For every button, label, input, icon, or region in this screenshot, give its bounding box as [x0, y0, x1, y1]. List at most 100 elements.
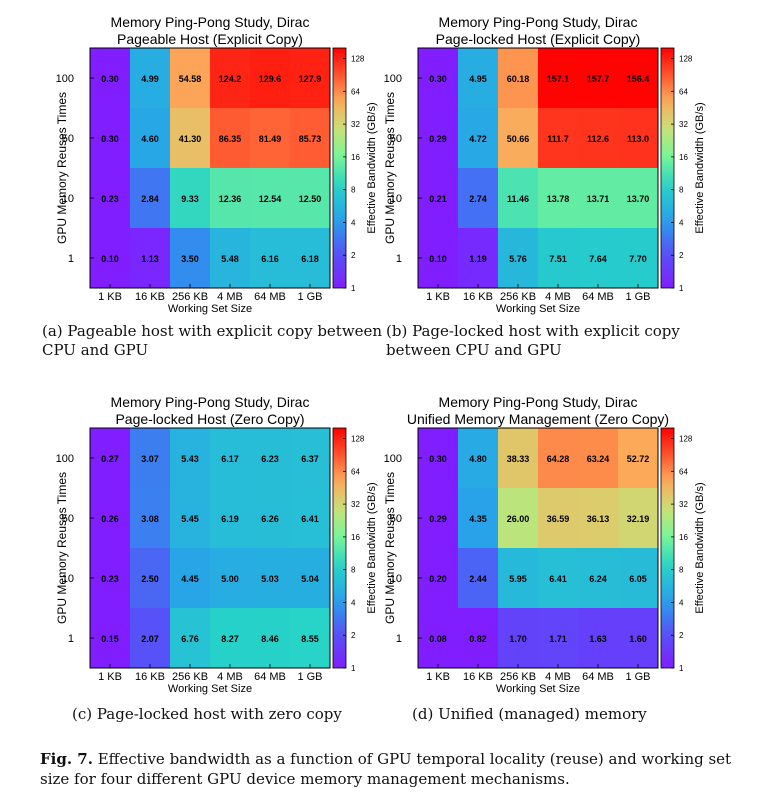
x-tick-label: 1 GB: [625, 291, 650, 303]
x-tick-label: 16 KB: [135, 671, 165, 683]
chart-title: Memory Ping-Pong Study, Dirac: [439, 14, 638, 30]
heatmap-cell: [90, 108, 131, 169]
colorbar-tick-label: 2: [679, 251, 684, 260]
cell-value-label: 38.33: [507, 454, 530, 464]
cell-value-label: 4.99: [141, 74, 159, 84]
cell-value-label: 129.6: [259, 74, 282, 84]
subcaption-d: (d) Unified (managed) memory: [412, 705, 647, 723]
heatmap-cell: [538, 228, 579, 289]
y-tick-label: 10: [62, 193, 74, 205]
colorbar-tick-label: 1: [679, 664, 684, 673]
heatmap-cell: [130, 608, 171, 669]
cell-value-label: 6.17: [221, 454, 239, 464]
heatmap-cell: [90, 608, 131, 669]
heatmap-cell: [418, 488, 459, 549]
cell-value-label: 0.26: [101, 514, 119, 524]
cell-value-label: 4.72: [469, 134, 487, 144]
colorbar-tick-label: 128: [351, 55, 365, 64]
cell-value-label: 36.13: [587, 514, 610, 524]
heatmap-cell: [618, 608, 659, 669]
cell-value-label: 112.6: [587, 134, 609, 144]
cell-value-label: 5.48: [221, 254, 239, 264]
figure-caption: Fig. 7. Effective bandwidth as a functio…: [40, 749, 740, 789]
heatmap-cell: [90, 488, 131, 549]
heatmap-cell: [290, 108, 331, 169]
heatmap-cell: [130, 108, 171, 169]
x-tick-label: 64 MB: [254, 671, 286, 683]
colorbar-tick-label: 32: [351, 120, 360, 129]
subcaption-c: (c) Page-locked host with zero copy: [72, 705, 342, 723]
x-tick-label: 1 GB: [625, 671, 650, 683]
heatmap-cell: [578, 108, 619, 169]
heatmap-cell: [618, 228, 659, 289]
cell-value-label: 8.27: [221, 634, 239, 644]
heatmap-cell: [210, 428, 251, 489]
cell-value-label: 6.24: [589, 574, 607, 584]
heatmap-cell: [458, 48, 499, 109]
cell-value-label: 54.58: [179, 74, 202, 84]
x-tick-label: 64 MB: [582, 671, 614, 683]
colorbar-tick-label: 16: [351, 533, 360, 542]
y-tick-label: 100: [56, 453, 74, 465]
figure-caption-text: Effective bandwidth as a function of GPU…: [40, 750, 732, 788]
cell-value-label: 0.23: [101, 574, 119, 584]
y-tick-label: 10: [62, 573, 74, 585]
cell-value-label: 12.54: [259, 194, 282, 204]
x-tick-label: 16 KB: [463, 671, 493, 683]
x-tick-label: 1 KB: [426, 291, 450, 303]
cell-value-label: 156.4: [627, 74, 650, 84]
heatmap-cell: [618, 48, 659, 109]
heatmap-cell: [498, 228, 539, 289]
colorbar-tick-label: 8: [679, 186, 684, 195]
heatmap-cell: [498, 48, 539, 109]
y-axis-label: GPU Memory Reuses Times: [55, 92, 69, 244]
y-tick-label: 50: [390, 133, 402, 145]
heatmap-cell: [578, 428, 619, 489]
cell-value-label: 2.44: [469, 574, 487, 584]
heatmap-cell: [618, 428, 659, 489]
colorbar: [332, 427, 347, 669]
heatmap-cell: [210, 108, 251, 169]
cell-value-label: 26.00: [507, 514, 530, 524]
cell-value-label: 4.60: [141, 134, 159, 144]
colorbar-tick-label: 2: [679, 631, 684, 640]
heatmap-cell: [418, 608, 459, 669]
cell-value-label: 0.20: [429, 574, 447, 584]
colorbar-tick-label: 128: [351, 435, 365, 444]
cell-value-label: 3.08: [141, 514, 159, 524]
cell-value-label: 32.19: [627, 514, 650, 524]
x-tick-label: 256 KB: [500, 291, 536, 303]
cell-value-label: 12.36: [219, 194, 242, 204]
y-tick-label: 1: [396, 253, 402, 265]
x-tick-label: 64 MB: [582, 291, 614, 303]
x-tick-label: 1 KB: [98, 291, 122, 303]
y-tick-label: 1: [68, 253, 74, 265]
colorbar-tick-label: 8: [351, 186, 356, 195]
chart-subtitle: Unified Memory Management (Zero Copy): [407, 411, 669, 427]
colorbar-tick-label: 2: [351, 631, 356, 640]
cell-value-label: 7.70: [629, 254, 647, 264]
x-tick-label: 256 KB: [172, 671, 208, 683]
heatmap-cell: [130, 428, 171, 489]
heatmap-cell: [618, 108, 659, 169]
heatmap-cell: [498, 428, 539, 489]
heatmap-cell: [458, 428, 499, 489]
cell-value-label: 1.70: [509, 634, 527, 644]
colorbar-label: Effective Bandwidth (GB/s): [694, 482, 706, 613]
cell-value-label: 5.95: [509, 574, 527, 584]
heatmap-cell: [250, 428, 291, 489]
y-tick-label: 100: [56, 73, 74, 85]
colorbar-tick-label: 8: [679, 566, 684, 575]
heatmap-cell: [538, 428, 579, 489]
cell-value-label: 2.50: [141, 574, 159, 584]
heatmap-cell: [250, 228, 291, 289]
x-tick-label: 4 MB: [545, 291, 571, 303]
colorbar: [332, 47, 347, 289]
y-tick-label: 10: [390, 573, 402, 585]
cell-value-label: 13.71: [587, 194, 610, 204]
cell-value-label: 6.16: [261, 254, 279, 264]
heatmap-cell: [170, 608, 211, 669]
heatmap-cell: [538, 548, 579, 609]
cell-value-label: 5.04: [301, 574, 319, 584]
chart-title: Memory Ping-Pong Study, Dirac: [111, 394, 310, 410]
